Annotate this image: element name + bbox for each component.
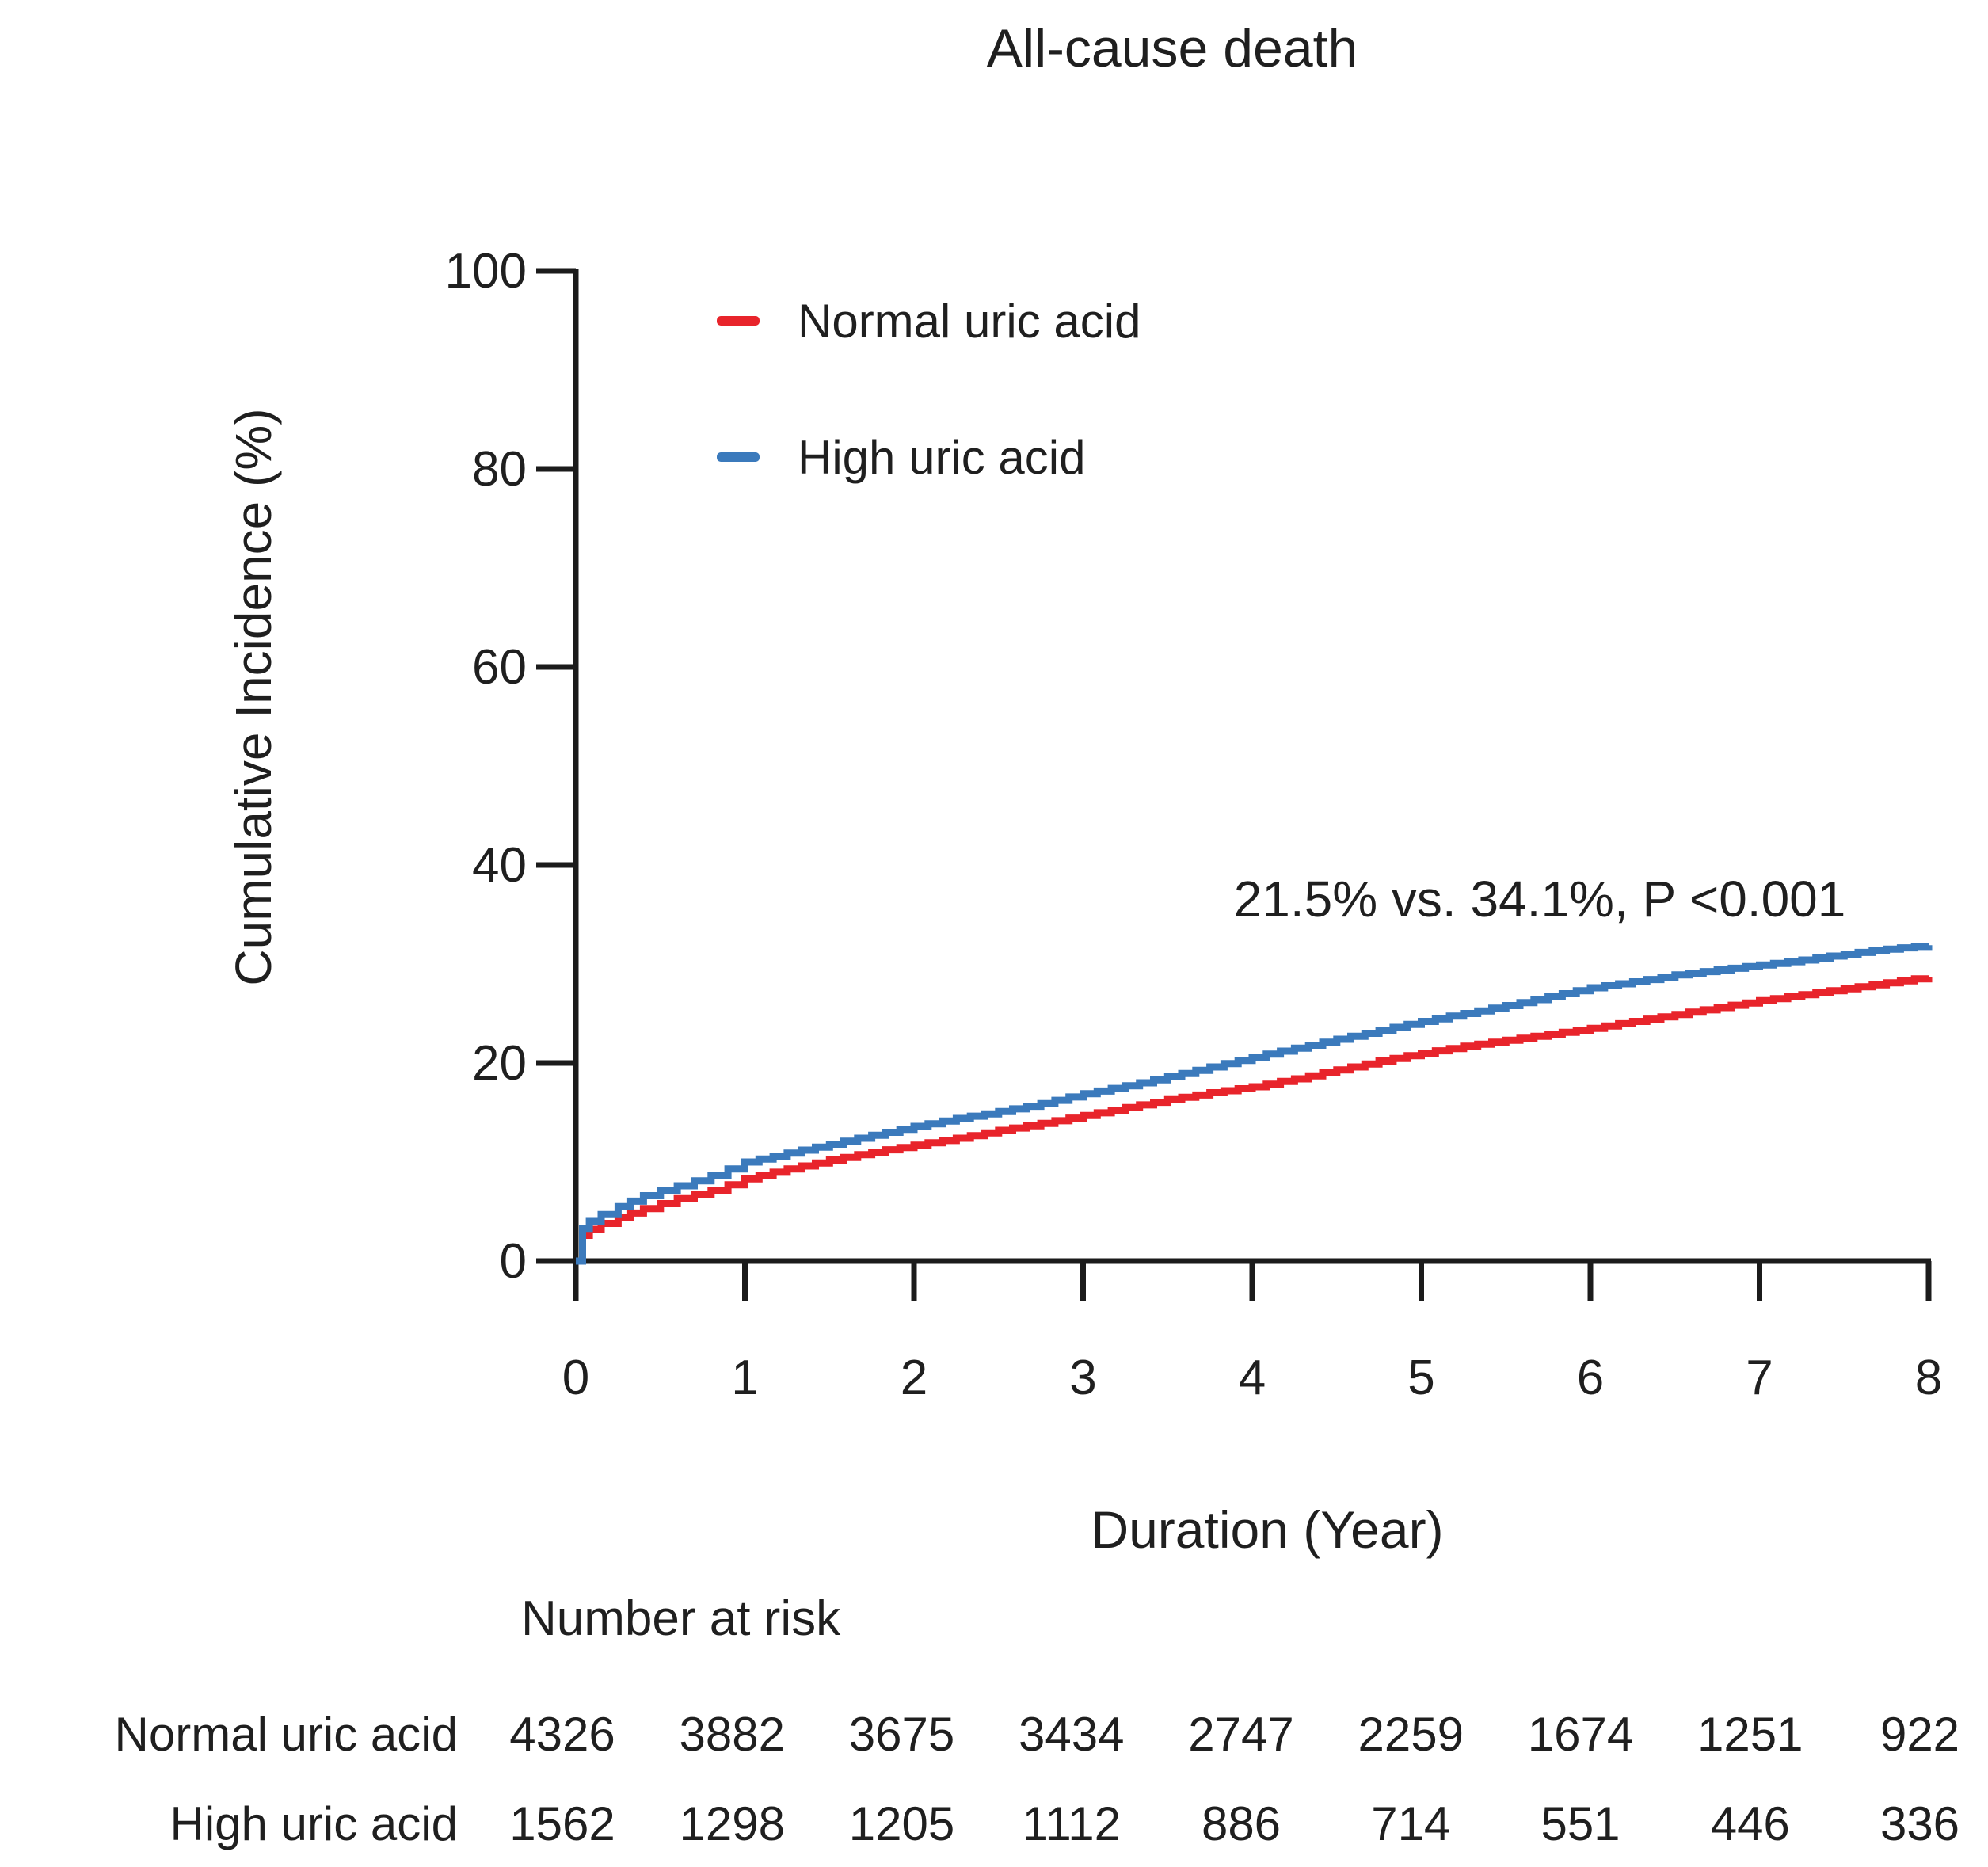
chart-title: All-cause death [986, 18, 1358, 78]
x-tick-label: 3 [1069, 1351, 1096, 1405]
risk-value: 1205 [848, 1797, 955, 1850]
y-tick-label: 20 [472, 1036, 527, 1091]
legend-label-normal-uric-acid: Normal uric acid [798, 294, 1141, 348]
x-tick-label: 0 [562, 1351, 589, 1405]
y-tick-label: 40 [472, 838, 527, 893]
y-tick-label: 80 [472, 442, 527, 497]
y-tick-label: 60 [472, 640, 527, 695]
risk-value: 3882 [679, 1708, 785, 1761]
x-tick-label: 1 [731, 1351, 758, 1405]
risk-value: 1251 [1697, 1708, 1803, 1761]
legend-swatch-high-uric-acid [717, 452, 760, 462]
risk-value: 3434 [1019, 1708, 1125, 1761]
curve-normal-uric-acid [576, 975, 1933, 1265]
y-tick-label: 0 [500, 1234, 527, 1289]
legend: Normal uric acid High uric acid [717, 287, 1141, 491]
risk-value: 1298 [679, 1797, 785, 1850]
y-tick-label: 100 [445, 244, 527, 299]
risk-value: 4326 [509, 1708, 615, 1761]
risk-value: 886 [1201, 1797, 1282, 1850]
x-tick-label: 8 [1915, 1351, 1942, 1405]
curve-high-uric-acid [576, 943, 1933, 1265]
y-axis-title: Cumulative Incidence (%) [225, 408, 282, 986]
risk-value: 1112 [1022, 1797, 1122, 1850]
legend-item-high-uric-acid: High uric acid [717, 423, 1141, 491]
risk-value: 3675 [848, 1708, 955, 1761]
risk-value: 1562 [509, 1797, 615, 1850]
legend-item-normal-uric-acid: Normal uric acid [717, 287, 1141, 355]
risk-value: 551 [1541, 1797, 1620, 1850]
number-at-risk-heading: Number at risk [521, 1591, 841, 1646]
risk-value: 446 [1710, 1797, 1790, 1850]
legend-label-high-uric-acid: High uric acid [798, 430, 1086, 484]
risk-value: 1674 [1527, 1708, 1634, 1761]
pvalue-annotation: 21.5% vs. 34.1%, P <0.001 [1233, 871, 1846, 928]
risk-value: 336 [1879, 1797, 1960, 1850]
risk-value: 2747 [1188, 1708, 1294, 1761]
risk-value: 714 [1371, 1797, 1451, 1850]
x-tick-label: 7 [1746, 1351, 1773, 1405]
x-tick-label: 4 [1239, 1351, 1266, 1405]
legend-swatch-normal-uric-acid [717, 316, 760, 326]
risk-value: 2259 [1358, 1708, 1464, 1761]
x-tick-label: 6 [1577, 1351, 1604, 1405]
risk-row-label: High uric acid [169, 1797, 459, 1850]
x-axis-title: Duration (Year) [1091, 1500, 1444, 1559]
x-tick-label: 2 [901, 1351, 927, 1405]
risk-row-label: Normal uric acid [114, 1708, 458, 1761]
x-tick-label: 5 [1407, 1351, 1434, 1405]
risk-value: 922 [1879, 1708, 1960, 1761]
